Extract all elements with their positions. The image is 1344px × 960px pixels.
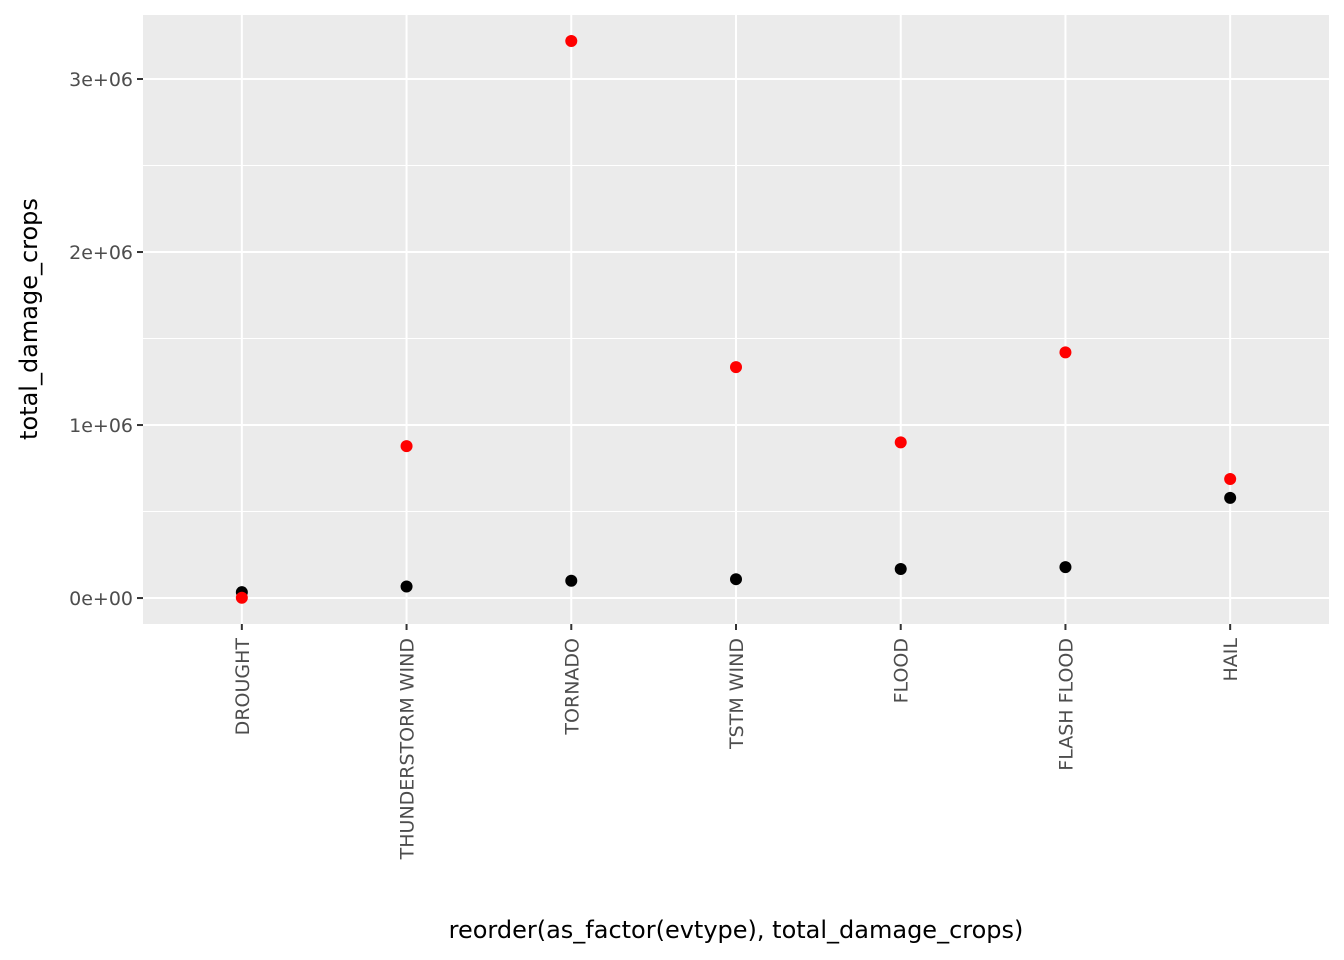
x-axis-title: reorder(as_factor(evtype), total_damage_… bbox=[449, 916, 1024, 944]
x-tick-label: HAIL bbox=[1220, 638, 1242, 682]
data-point bbox=[894, 436, 907, 449]
data-point bbox=[1224, 491, 1237, 504]
data-point bbox=[1224, 473, 1237, 486]
data-points bbox=[235, 34, 1237, 604]
y-axis: 0e+00 1e+06 2e+06 3e+06 bbox=[69, 69, 143, 610]
x-tick-label: FLASH FLOOD bbox=[1055, 638, 1077, 771]
x-axis: DROUGHT THUNDERSTORM WIND TORNADO TSTM WIND… bbox=[232, 624, 1242, 860]
data-point bbox=[565, 574, 578, 587]
data-point bbox=[400, 580, 413, 593]
data-point bbox=[730, 573, 742, 586]
x-tick-label: TSTM WIND bbox=[726, 638, 748, 750]
x-tick-label: TORNADO bbox=[561, 638, 583, 736]
data-point bbox=[894, 562, 907, 575]
y-tick-label: 0e+00 bbox=[69, 588, 133, 610]
x-tick-label: FLOOD bbox=[891, 638, 913, 703]
data-point bbox=[565, 34, 578, 47]
data-point bbox=[400, 440, 413, 453]
data-point bbox=[1059, 561, 1072, 574]
y-tick-label: 3e+06 bbox=[69, 69, 133, 91]
major-gridlines bbox=[143, 15, 1329, 624]
y-tick-label: 1e+06 bbox=[69, 415, 133, 437]
data-point bbox=[235, 591, 248, 604]
data-point bbox=[730, 361, 742, 374]
y-axis-title: total_damage_crops bbox=[15, 198, 43, 440]
x-tick-label: DROUGHT bbox=[232, 638, 254, 736]
data-point bbox=[1059, 346, 1072, 359]
y-tick-label: 2e+06 bbox=[69, 242, 133, 264]
x-tick-label: THUNDERSTORM WIND bbox=[397, 638, 419, 860]
